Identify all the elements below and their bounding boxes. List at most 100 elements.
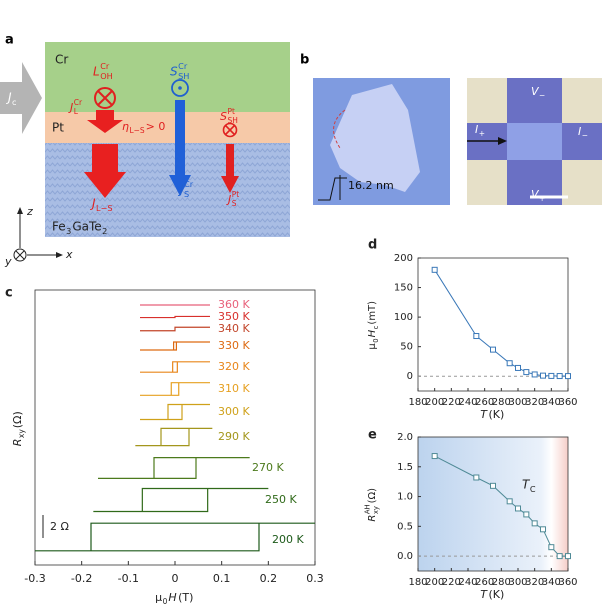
label: d xyxy=(368,238,377,253)
subscript: − xyxy=(539,91,545,100)
series-label: 290 K xyxy=(218,430,250,443)
arrowhead xyxy=(56,252,63,258)
pad xyxy=(562,78,602,123)
data-point xyxy=(548,372,555,379)
x-tick-label: 340 xyxy=(542,577,561,588)
x-tick-label: 260 xyxy=(475,397,494,408)
subscript: SH xyxy=(227,116,237,125)
label-text: H xyxy=(367,329,378,337)
rich-label: Rxy (Ω) xyxy=(11,411,26,446)
arrow xyxy=(87,110,123,133)
y-tick-label: 1.0 xyxy=(397,492,413,503)
x-tick-label: 360 xyxy=(558,397,577,408)
data-point xyxy=(556,553,563,560)
pad xyxy=(562,160,602,205)
subscript: C xyxy=(530,484,536,494)
plot-frame xyxy=(417,436,569,572)
pad xyxy=(467,78,507,123)
x-tick-label: -0.1 xyxy=(118,572,139,585)
hysteresis-loop xyxy=(140,341,210,351)
data-point xyxy=(523,369,530,376)
x-tick-label: -0.2 xyxy=(71,572,92,585)
label-text: (Ω) xyxy=(367,488,378,504)
series-label: 270 K xyxy=(252,461,284,474)
label-text: R xyxy=(367,515,378,522)
data-point xyxy=(540,526,546,533)
current-arrow xyxy=(0,62,42,134)
x-tick-label: 320 xyxy=(525,577,544,588)
x-tick-label: 200 xyxy=(425,577,444,588)
arrowhead xyxy=(498,137,507,145)
arrow xyxy=(221,144,239,193)
subscript: S xyxy=(232,199,237,208)
subscript: c xyxy=(372,325,380,329)
rich-label: RAH xy (Ω) xyxy=(364,488,380,522)
panel-label: b xyxy=(300,53,309,68)
subscript: L xyxy=(74,107,79,116)
label-text: J xyxy=(178,183,184,197)
arrow xyxy=(169,100,191,196)
data-point xyxy=(531,371,538,378)
series-label: 330 K xyxy=(218,339,250,352)
x-tick-label: -0.3 xyxy=(24,572,45,585)
rich-label: η L−S > 0 xyxy=(122,120,165,135)
line-cut xyxy=(333,109,346,149)
x-tick-label: 180 xyxy=(408,397,427,408)
label-text: R xyxy=(11,439,24,447)
data-point xyxy=(565,553,571,560)
x-tick-label: 220 xyxy=(442,397,461,408)
label-text: (K) xyxy=(488,588,504,601)
series-label: 340 K xyxy=(218,322,250,335)
series-label: 300 K xyxy=(218,405,250,418)
label-text: (Ω) xyxy=(11,411,24,428)
arrow xyxy=(84,144,126,198)
subscript: + xyxy=(539,194,545,203)
rich-label: Fe 3 GaTe 2 xyxy=(52,220,107,237)
hysteresis-loop xyxy=(35,522,315,552)
label-text: I xyxy=(578,125,581,138)
label: Cr xyxy=(55,53,68,67)
x-tick-label: 240 xyxy=(458,397,477,408)
label-text: J xyxy=(6,91,12,105)
x-tick-label: 340 xyxy=(542,397,561,408)
x-tick-label: 360 xyxy=(558,577,577,588)
subscript: L−S xyxy=(96,203,113,213)
height-profile xyxy=(318,177,347,201)
hysteresis-loop xyxy=(98,457,250,479)
subscript: c xyxy=(12,97,16,107)
data-point xyxy=(473,474,480,481)
series-label: 250 K xyxy=(265,493,297,506)
data-point xyxy=(565,373,571,380)
label: x xyxy=(65,248,73,261)
x-tick-label: 280 xyxy=(492,397,511,408)
subscript: xy xyxy=(372,506,380,514)
hysteresis-loop xyxy=(140,315,210,319)
subscript: + xyxy=(479,129,485,138)
series-line xyxy=(434,269,569,377)
data-point xyxy=(548,544,555,551)
rich-label: V + xyxy=(531,188,545,203)
data-point xyxy=(540,372,546,379)
data-point xyxy=(490,482,496,489)
series-label: 310 K xyxy=(218,382,250,395)
subscript: 0 xyxy=(372,338,380,342)
rich-label: J PtS xyxy=(226,190,239,208)
x-tick-label: 0.3 xyxy=(306,572,324,585)
data-point xyxy=(490,346,496,353)
x-tick-label: 240 xyxy=(458,577,477,588)
label-text: μ xyxy=(155,591,162,604)
hysteresis-loop xyxy=(140,382,210,396)
hysteresis-loop xyxy=(135,427,213,447)
superscript: Pt xyxy=(227,107,235,116)
background-shading xyxy=(418,437,568,571)
y-tick-label: 150 xyxy=(394,283,413,294)
series-label: 360 K xyxy=(218,298,250,311)
label: c xyxy=(5,286,13,301)
hysteresis-loop xyxy=(140,361,210,373)
